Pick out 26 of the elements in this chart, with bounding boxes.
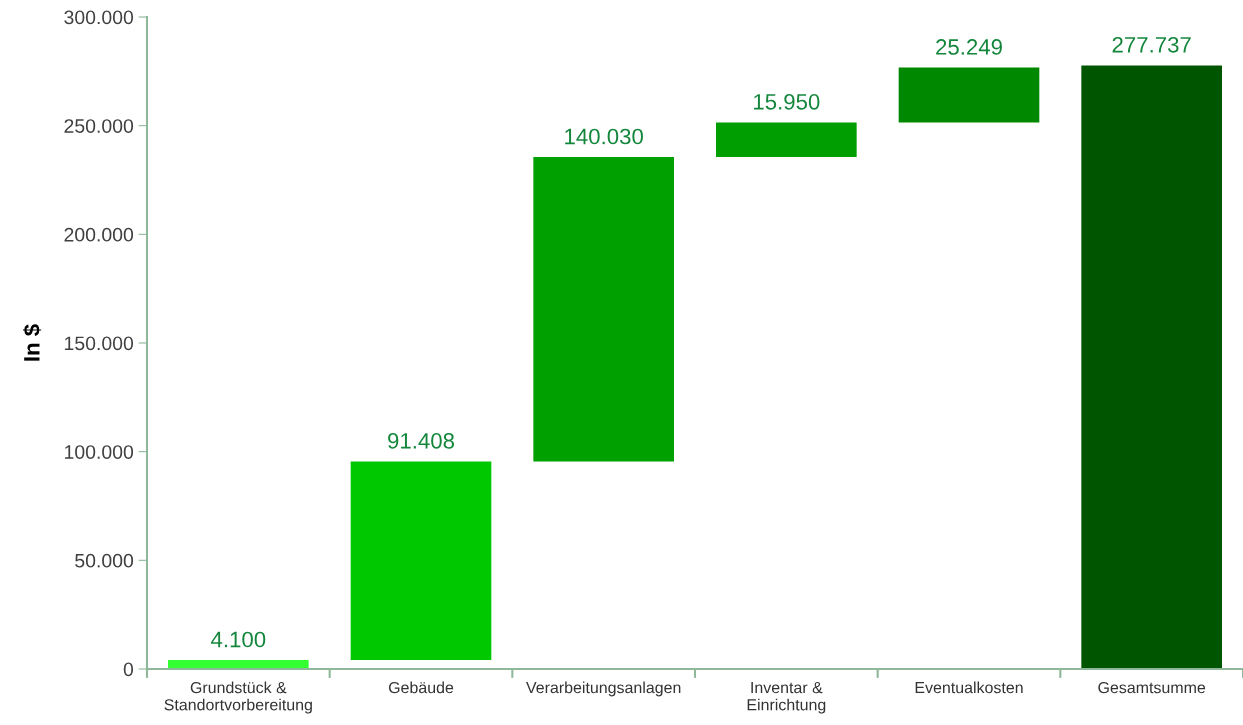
y-tick-label: 150.000 xyxy=(65,336,134,351)
y-tick-label: 200.000 xyxy=(64,227,134,242)
data-label: 15.950 xyxy=(754,93,820,110)
y-tick-label: 100.000 xyxy=(65,445,134,459)
data-label: 25.249 xyxy=(936,39,1002,55)
y-tick-label: 300.000 xyxy=(64,10,134,25)
data-label: 140.030 xyxy=(565,128,643,145)
bar xyxy=(350,461,492,661)
bar xyxy=(1081,65,1222,669)
x-tick-label: Grundstück & Standortvorbereitung xyxy=(164,681,312,714)
bar xyxy=(168,660,309,669)
y-axis-title: In $ xyxy=(22,324,42,361)
bar xyxy=(898,67,1040,123)
x-tick-label: Inventar & Einrichtung xyxy=(747,682,826,714)
x-tick-label: Gebäude xyxy=(388,681,454,694)
x-tick-label: Gesamtsumme xyxy=(1098,681,1206,694)
bar xyxy=(716,122,857,158)
y-tick-label: 0 xyxy=(123,662,134,677)
data-label: 277.737 xyxy=(1112,36,1191,53)
x-tick-label: Eventualkosten xyxy=(915,681,1023,694)
y-tick-label: 50.000 xyxy=(75,553,134,568)
y-tick-label: 250.000 xyxy=(64,119,134,133)
bar xyxy=(533,157,674,462)
data-label: 91.408 xyxy=(388,432,455,449)
x-tick-label: Verarbeitungsanlagen xyxy=(526,681,681,697)
data-label: 4.100 xyxy=(211,631,266,648)
